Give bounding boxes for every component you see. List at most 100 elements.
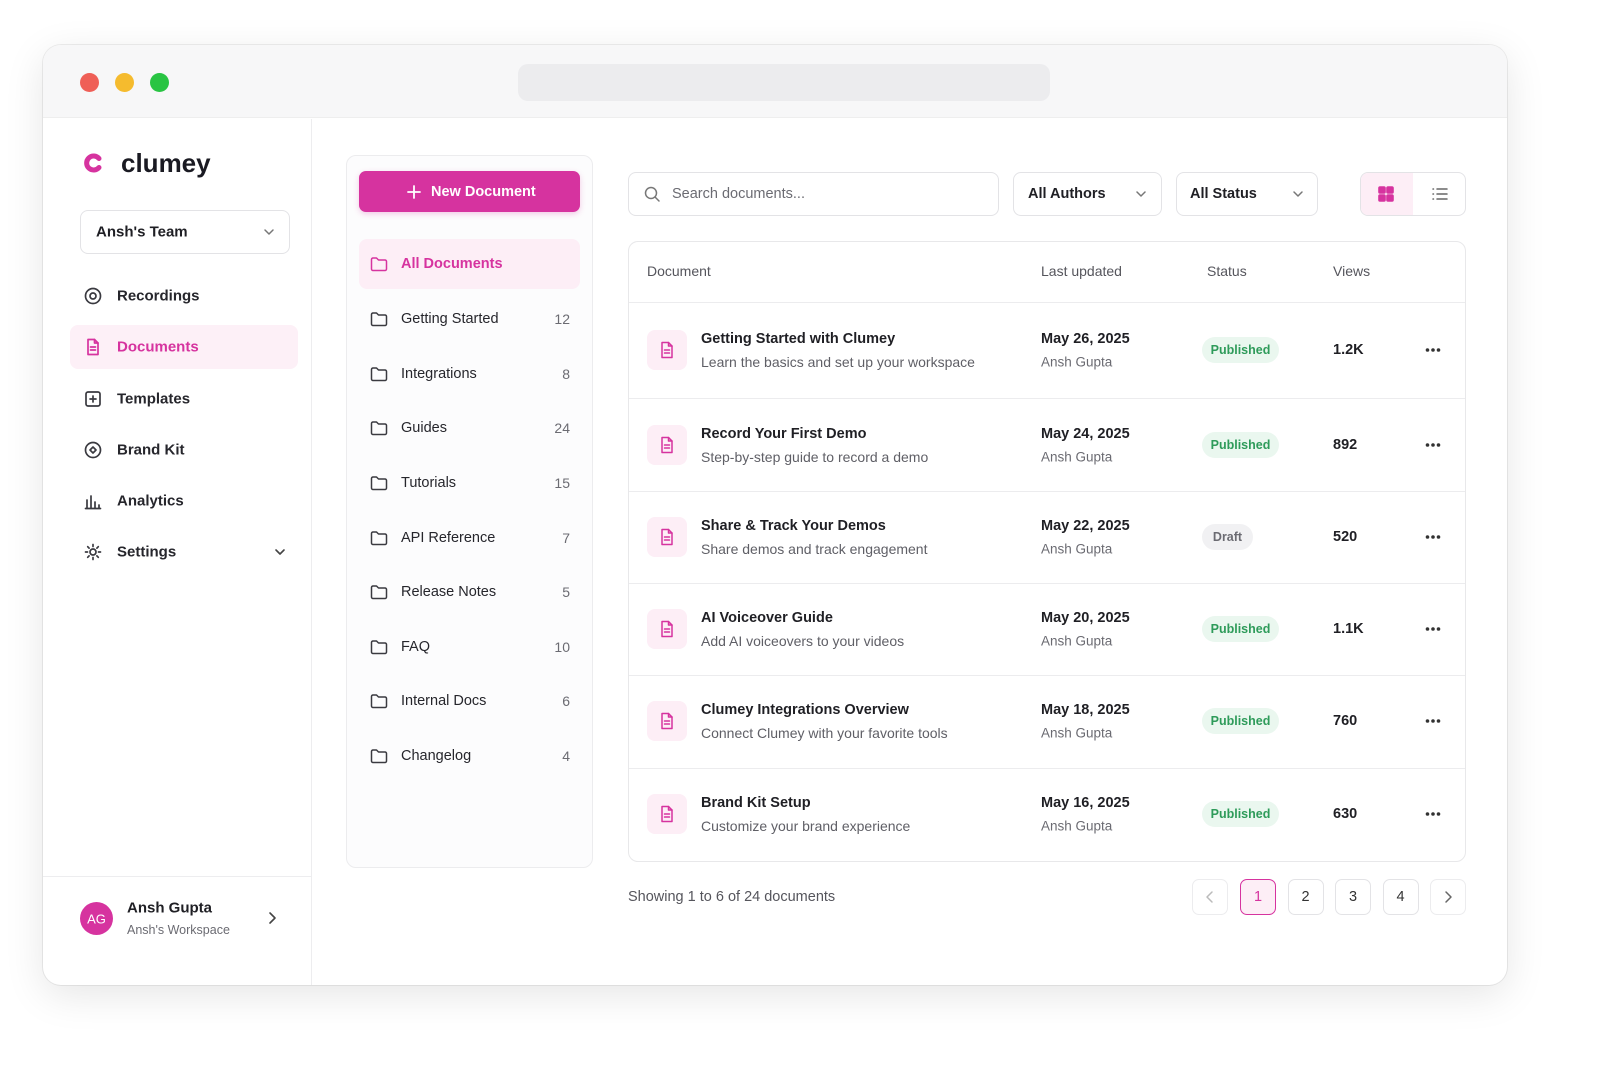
nav-icon <box>87 338 99 356</box>
maximize-dot[interactable] <box>150 73 169 92</box>
nav-icon <box>84 495 102 510</box>
column-header: Last updated <box>1041 263 1122 279</box>
folder-label: Changelog <box>401 747 472 764</box>
grid-icon <box>1378 186 1394 202</box>
document-icon <box>661 805 673 823</box>
document-views: 892 <box>1333 436 1358 453</box>
row-menu[interactable] <box>1423 340 1443 360</box>
nav-item[interactable] <box>70 479 298 523</box>
search-placeholder: Search documents... <box>672 185 805 202</box>
nav-label: Analytics <box>117 492 184 510</box>
document-author: Ansh Gupta <box>1041 818 1113 834</box>
grid-view-button[interactable] <box>1361 173 1413 215</box>
status-text: Published <box>1210 437 1271 452</box>
page-button-active[interactable] <box>1240 879 1276 915</box>
folder-item-active[interactable] <box>359 239 580 289</box>
user-chevron <box>269 912 276 924</box>
team-select[interactable] <box>80 210 290 254</box>
column-header: Status <box>1207 263 1247 279</box>
list-icon <box>1432 188 1448 200</box>
folder-count: 5 <box>562 584 570 600</box>
document-author: Ansh Gupta <box>1041 725 1113 741</box>
new-document-label: New Document <box>431 183 536 200</box>
page-button[interactable] <box>1287 879 1324 915</box>
page-number: 4 <box>1396 888 1405 905</box>
folder-item[interactable] <box>359 403 580 453</box>
nav-label: Templates <box>117 390 191 408</box>
status-pill <box>1202 801 1279 827</box>
row-menu[interactable] <box>1423 619 1443 639</box>
nav-label: Settings <box>117 543 177 561</box>
minimize-dot[interactable] <box>115 73 134 92</box>
folder-label: Integrations <box>401 365 477 382</box>
document-subtitle: Step-by-step guide to record a demo <box>701 449 929 465</box>
page-number: 2 <box>1301 888 1310 905</box>
authors-chevron <box>1136 191 1146 197</box>
row-divider <box>629 675 1465 676</box>
address-bar <box>518 64 1050 101</box>
folder-icon <box>370 531 388 546</box>
document-subtitle: Learn the basics and set up your workspa… <box>701 354 975 370</box>
page-button[interactable] <box>1382 879 1419 915</box>
nav-icon <box>84 287 102 305</box>
close-dot[interactable] <box>80 73 99 92</box>
document-views: 1.2K <box>1333 341 1364 358</box>
folder-count: 7 <box>562 530 570 546</box>
user-name: Ansh Gupta <box>127 899 212 917</box>
row-menu[interactable] <box>1423 804 1443 824</box>
document-author: Ansh Gupta <box>1041 541 1113 557</box>
status-pill <box>1202 524 1253 550</box>
document-icon <box>661 712 673 730</box>
folder-icon <box>370 749 388 764</box>
row-menu[interactable] <box>1423 527 1443 547</box>
folder-icon <box>370 640 388 655</box>
page-button[interactable] <box>1335 879 1371 915</box>
document-title: AI Voiceover Guide <box>701 609 833 626</box>
status-filter[interactable] <box>1176 172 1318 216</box>
user-avatar[interactable] <box>80 902 113 935</box>
folder-icon <box>370 476 388 491</box>
authors-filter-label: All Authors <box>1028 185 1106 202</box>
next-chevron <box>1445 891 1452 903</box>
status-text: Draft <box>1212 529 1243 544</box>
folder-count: 15 <box>554 475 570 491</box>
document-title: Record Your First Demo <box>701 425 867 442</box>
document-icon <box>661 528 673 546</box>
row-menu[interactable] <box>1423 711 1443 731</box>
nav-label: Documents <box>117 338 199 356</box>
document-date: May 24, 2025 <box>1041 425 1130 442</box>
nav-icon <box>85 391 101 407</box>
row-menu[interactable] <box>1423 435 1443 455</box>
document-views: 1.1K <box>1333 620 1364 637</box>
document-icon <box>661 620 673 638</box>
team-name: Ansh's Team <box>96 223 188 241</box>
status-text: Published <box>1210 806 1271 821</box>
prev-page-button[interactable] <box>1192 879 1228 915</box>
document-date: May 20, 2025 <box>1041 609 1130 626</box>
nav-item[interactable] <box>70 530 298 574</box>
status-pill <box>1202 616 1279 642</box>
nav-item-active[interactable] <box>70 325 298 369</box>
prev-chevron <box>1206 891 1213 903</box>
status-pill <box>1202 708 1279 734</box>
document-icon <box>661 436 673 454</box>
folder-item[interactable] <box>359 458 580 508</box>
authors-filter[interactable] <box>1013 172 1162 216</box>
document-title: Share & Track Your Demos <box>701 517 886 534</box>
document-subtitle: Add AI voiceovers to your videos <box>701 633 905 649</box>
document-author: Ansh Gupta <box>1041 354 1113 370</box>
folder-label: Getting Started <box>401 310 499 327</box>
status-filter-label: All Status <box>1190 185 1257 202</box>
folder-icon <box>370 257 388 272</box>
document-date: May 22, 2025 <box>1041 517 1130 534</box>
search-input[interactable] <box>628 172 999 216</box>
document-date: May 16, 2025 <box>1041 794 1130 811</box>
folder-icon <box>370 312 388 327</box>
folder-item[interactable] <box>359 622 580 672</box>
row-divider <box>629 768 1465 769</box>
document-author: Ansh Gupta <box>1041 449 1113 465</box>
new-document-button[interactable] <box>359 171 580 212</box>
next-page-button[interactable] <box>1430 879 1466 915</box>
document-title: Brand Kit Setup <box>701 794 811 811</box>
